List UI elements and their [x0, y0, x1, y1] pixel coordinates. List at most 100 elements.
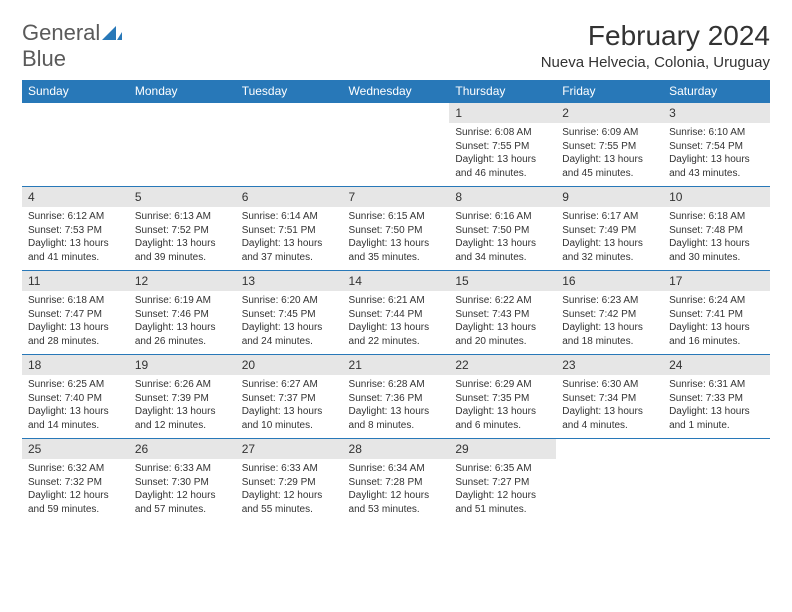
sunrise-text: Sunrise: 6:08 AM [455, 126, 550, 140]
sunset-text: Sunset: 7:44 PM [349, 308, 444, 322]
sunrise-text: Sunrise: 6:27 AM [242, 378, 337, 392]
logo-sail-icon [102, 24, 122, 45]
daylight-text: Daylight: 12 hours and 53 minutes. [349, 489, 444, 516]
sunset-text: Sunset: 7:55 PM [455, 140, 550, 154]
daylight-text: Daylight: 13 hours and 12 minutes. [135, 405, 230, 432]
sunset-text: Sunset: 7:39 PM [135, 392, 230, 406]
sunset-text: Sunset: 7:35 PM [455, 392, 550, 406]
sunrise-text: Sunrise: 6:12 AM [28, 210, 123, 224]
sunset-text: Sunset: 7:40 PM [28, 392, 123, 406]
daylight-text: Daylight: 13 hours and 1 minute. [669, 405, 764, 432]
sunrise-text: Sunrise: 6:20 AM [242, 294, 337, 308]
date-cell: 11 [22, 271, 129, 292]
logo-text-2: Blue [22, 46, 66, 71]
sunset-text: Sunset: 7:28 PM [349, 476, 444, 490]
detail-cell [343, 123, 450, 187]
detail-cell: Sunrise: 6:31 AMSunset: 7:33 PMDaylight:… [663, 375, 770, 439]
detail-cell: Sunrise: 6:13 AMSunset: 7:52 PMDaylight:… [129, 207, 236, 271]
detail-cell: Sunrise: 6:29 AMSunset: 7:35 PMDaylight:… [449, 375, 556, 439]
daylight-text: Daylight: 13 hours and 6 minutes. [455, 405, 550, 432]
date-cell [22, 103, 129, 124]
sunset-text: Sunset: 7:52 PM [135, 224, 230, 238]
detail-cell: Sunrise: 6:15 AMSunset: 7:50 PMDaylight:… [343, 207, 450, 271]
calendar-table: Sunday Monday Tuesday Wednesday Thursday… [22, 80, 770, 522]
date-cell: 27 [236, 439, 343, 460]
sunset-text: Sunset: 7:37 PM [242, 392, 337, 406]
date-cell: 5 [129, 187, 236, 208]
date-cell: 8 [449, 187, 556, 208]
date-cell: 26 [129, 439, 236, 460]
detail-row: Sunrise: 6:08 AMSunset: 7:55 PMDaylight:… [22, 123, 770, 187]
day-header: Thursday [449, 80, 556, 103]
date-cell [343, 103, 450, 124]
date-cell: 13 [236, 271, 343, 292]
date-cell: 22 [449, 355, 556, 376]
detail-cell: Sunrise: 6:10 AMSunset: 7:54 PMDaylight:… [663, 123, 770, 187]
sunrise-text: Sunrise: 6:23 AM [562, 294, 657, 308]
date-row: 45678910 [22, 187, 770, 208]
detail-row: Sunrise: 6:12 AMSunset: 7:53 PMDaylight:… [22, 207, 770, 271]
sunrise-text: Sunrise: 6:18 AM [669, 210, 764, 224]
sunset-text: Sunset: 7:45 PM [242, 308, 337, 322]
detail-cell: Sunrise: 6:33 AMSunset: 7:30 PMDaylight:… [129, 459, 236, 522]
detail-cell: Sunrise: 6:12 AMSunset: 7:53 PMDaylight:… [22, 207, 129, 271]
daylight-text: Daylight: 13 hours and 10 minutes. [242, 405, 337, 432]
sunset-text: Sunset: 7:48 PM [669, 224, 764, 238]
day-header: Monday [129, 80, 236, 103]
daylight-text: Daylight: 13 hours and 16 minutes. [669, 321, 764, 348]
detail-cell [236, 123, 343, 187]
date-cell: 2 [556, 103, 663, 124]
logo: General Blue [22, 20, 122, 72]
daylight-text: Daylight: 13 hours and 4 minutes. [562, 405, 657, 432]
date-row: 2526272829 [22, 439, 770, 460]
date-cell: 16 [556, 271, 663, 292]
sunset-text: Sunset: 7:51 PM [242, 224, 337, 238]
sunrise-text: Sunrise: 6:22 AM [455, 294, 550, 308]
sunrise-text: Sunrise: 6:25 AM [28, 378, 123, 392]
date-cell: 23 [556, 355, 663, 376]
sunset-text: Sunset: 7:33 PM [669, 392, 764, 406]
detail-cell: Sunrise: 6:09 AMSunset: 7:55 PMDaylight:… [556, 123, 663, 187]
sunrise-text: Sunrise: 6:18 AM [28, 294, 123, 308]
month-title: February 2024 [541, 20, 770, 52]
date-cell: 17 [663, 271, 770, 292]
date-cell: 29 [449, 439, 556, 460]
detail-row: Sunrise: 6:32 AMSunset: 7:32 PMDaylight:… [22, 459, 770, 522]
sunset-text: Sunset: 7:50 PM [349, 224, 444, 238]
sunset-text: Sunset: 7:50 PM [455, 224, 550, 238]
sunrise-text: Sunrise: 6:34 AM [349, 462, 444, 476]
daylight-text: Daylight: 13 hours and 32 minutes. [562, 237, 657, 264]
title-block: February 2024 Nueva Helvecia, Colonia, U… [541, 20, 770, 71]
detail-cell [663, 459, 770, 522]
detail-cell: Sunrise: 6:08 AMSunset: 7:55 PMDaylight:… [449, 123, 556, 187]
detail-cell: Sunrise: 6:22 AMSunset: 7:43 PMDaylight:… [449, 291, 556, 355]
date-cell: 24 [663, 355, 770, 376]
sunrise-text: Sunrise: 6:09 AM [562, 126, 657, 140]
date-row: 123 [22, 103, 770, 124]
sunrise-text: Sunrise: 6:35 AM [455, 462, 550, 476]
sunrise-text: Sunrise: 6:16 AM [455, 210, 550, 224]
date-cell: 3 [663, 103, 770, 124]
sunset-text: Sunset: 7:46 PM [135, 308, 230, 322]
sunrise-text: Sunrise: 6:14 AM [242, 210, 337, 224]
detail-cell: Sunrise: 6:25 AMSunset: 7:40 PMDaylight:… [22, 375, 129, 439]
daylight-text: Daylight: 13 hours and 22 minutes. [349, 321, 444, 348]
daylight-text: Daylight: 13 hours and 43 minutes. [669, 153, 764, 180]
date-cell: 12 [129, 271, 236, 292]
date-cell: 15 [449, 271, 556, 292]
detail-cell: Sunrise: 6:23 AMSunset: 7:42 PMDaylight:… [556, 291, 663, 355]
sunset-text: Sunset: 7:29 PM [242, 476, 337, 490]
date-cell: 20 [236, 355, 343, 376]
sunrise-text: Sunrise: 6:26 AM [135, 378, 230, 392]
daylight-text: Daylight: 12 hours and 55 minutes. [242, 489, 337, 516]
daylight-text: Daylight: 13 hours and 46 minutes. [455, 153, 550, 180]
detail-cell [22, 123, 129, 187]
daylight-text: Daylight: 13 hours and 30 minutes. [669, 237, 764, 264]
date-row: 11121314151617 [22, 271, 770, 292]
sunrise-text: Sunrise: 6:29 AM [455, 378, 550, 392]
day-header: Tuesday [236, 80, 343, 103]
location: Nueva Helvecia, Colonia, Uruguay [541, 54, 770, 71]
day-header: Wednesday [343, 80, 450, 103]
sunset-text: Sunset: 7:43 PM [455, 308, 550, 322]
daylight-text: Daylight: 13 hours and 8 minutes. [349, 405, 444, 432]
